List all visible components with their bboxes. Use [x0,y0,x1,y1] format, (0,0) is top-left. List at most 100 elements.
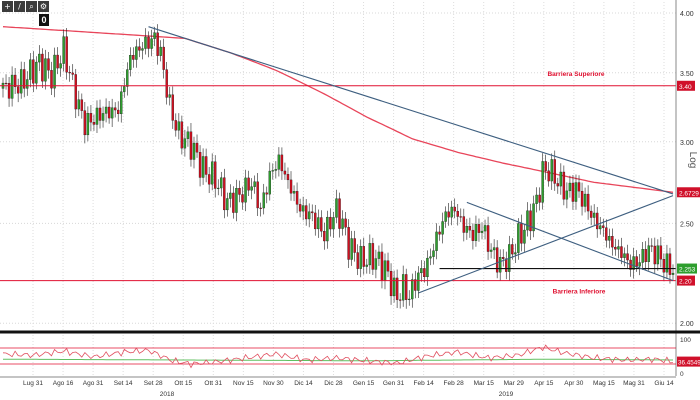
candle-body [605,227,608,241]
candle-body [341,218,344,229]
candle-body [502,257,505,259]
rsi-signal-line [3,358,673,362]
plus-icon[interactable]: + [2,1,13,12]
x-tick-label: Apr 30 [564,380,584,387]
candle-body [238,188,241,195]
candle-body [162,46,165,70]
axes: 4.00 3.50 3.00 2.50 2.00 Log [675,0,698,376]
barrier-tag: 2.20 [679,279,692,286]
candle-body [47,58,50,71]
candle-body [489,249,493,252]
candle-body [432,250,435,257]
y-tick-label: 3.00 [680,140,694,147]
x-tick-label: Mar 29 [504,380,525,387]
candle-body [417,272,420,291]
candle-body [602,225,605,228]
candle-body [317,217,320,230]
candle-body [120,91,123,115]
candle-body [35,61,38,84]
candle-body [98,107,102,121]
rsi-tick-label: 100 [680,337,691,344]
candle-body [653,245,657,265]
x-tick-label: Ago 16 [53,380,74,387]
candle-body [520,223,523,244]
candle-body [10,74,14,99]
x-tick-label: Mag 15 [593,380,615,387]
candle-body [541,161,544,203]
candle-body [647,245,650,263]
x-tick-label: Feb 14 [413,380,434,387]
candle-body [116,109,120,115]
candle-body [38,53,41,63]
candle-body [453,206,456,212]
candle-body [438,231,441,235]
candle-body [377,251,381,259]
candle-body [186,131,190,139]
candle-body [207,174,211,185]
toolbar: + / ⌕ ⚙ [2,1,49,12]
rsi-panel: 100 0 36.4549 [0,330,700,378]
overlays: Barriera Superiore 3.40 Barriera Inferiore… [0,26,700,296]
candle-body [374,258,378,270]
candle-body [662,258,666,273]
candle-body [589,210,593,218]
candle-body [304,205,308,220]
candle-body [153,32,156,39]
barrier-tag-bg [677,275,695,286]
x-tick-label: Lug 31 [23,380,43,387]
candle-body [459,216,462,218]
rsi-line [2,344,674,369]
magnifier-icon[interactable]: ⌕ [26,1,37,12]
candle-body [583,193,587,207]
rsi-tick-label: 0 [680,371,684,378]
candle-body [113,107,117,111]
candle-body [19,69,23,94]
candle-body [326,216,329,242]
candle-body [271,170,275,172]
candle-body [256,181,259,209]
candle-body [577,182,581,192]
ma-tag: 2.6729 [679,190,699,197]
pencil-icon[interactable]: / [14,1,25,12]
candle-body [92,122,96,125]
candle-body [250,186,253,191]
candle-body [462,216,466,233]
candle-body [632,256,635,270]
y-tick-label: 3.50 [680,71,694,78]
candle-body [450,206,453,218]
candle-body [189,131,193,160]
candle-body [401,274,405,301]
candle-body [408,298,411,300]
candle-body [553,159,556,184]
candle-body [599,225,602,230]
x-tick-label: Mag 31 [623,380,645,387]
candle-body [353,238,356,253]
candle-body [171,94,174,121]
candle-body [107,106,111,119]
candle-body [311,211,314,214]
candle-body [538,194,541,203]
trendline [466,201,674,282]
candle-body [665,253,669,273]
candle-body [380,251,384,281]
candle-body [53,54,56,89]
candle-body [220,177,223,189]
barrier-label: Barriera Superiore [547,71,604,78]
candle-body [289,179,293,194]
badge: 0 [39,14,49,26]
candle-body [141,48,144,51]
gear-icon[interactable]: ⚙ [38,1,49,12]
candle-body [168,94,171,98]
candle-body [344,218,347,228]
candle-body [389,271,393,297]
candle-body [580,190,584,207]
candle-body [4,82,8,85]
candle-body [411,279,414,300]
candle-body [586,193,590,212]
candle-body [201,156,205,178]
candle-body [644,249,647,263]
candle-body [44,58,47,82]
candle-body [65,36,68,73]
candle-body [159,46,162,56]
